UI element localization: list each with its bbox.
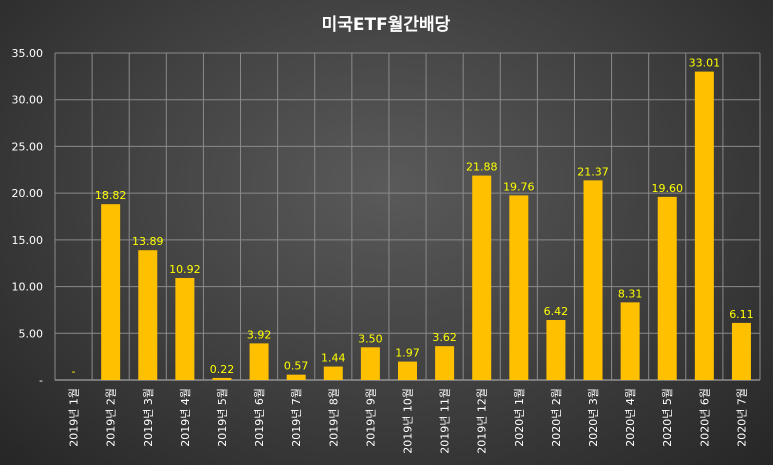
data-label: 18.82 [95, 189, 127, 202]
x-tick-label: 2019년 10월 [402, 388, 415, 454]
x-tick-label: 2019년 5월 [216, 388, 229, 447]
x-tick-label: 2020년 7월 [735, 388, 748, 447]
data-label: 3.62 [432, 331, 457, 344]
chart-title: 미국ETF월간배당 [322, 15, 451, 35]
x-tick-label: 2019년 9월 [364, 388, 377, 447]
bar [694, 71, 714, 380]
data-label: 6.11 [729, 308, 754, 321]
y-tick-label: 5.00 [19, 327, 44, 340]
bar [620, 302, 640, 380]
data-label: - [72, 365, 76, 378]
data-label: 1.44 [321, 352, 346, 365]
y-tick-label: - [39, 374, 43, 387]
bar [546, 320, 566, 380]
data-label: 19.60 [651, 182, 683, 195]
x-tick-label: 2020년 5월 [661, 388, 674, 447]
data-label: 0.22 [210, 363, 235, 376]
bar [101, 204, 121, 380]
data-label: 6.42 [544, 305, 569, 318]
data-label: 19.76 [503, 180, 535, 193]
x-tick-label: 2019년 2월 [105, 388, 118, 447]
x-tick-label: 2019년 6월 [253, 388, 266, 447]
bar [323, 366, 343, 380]
y-tick-label: 20.00 [12, 187, 44, 200]
bar [175, 277, 195, 380]
x-tick-label: 2020년 4월 [624, 388, 637, 447]
bar [138, 250, 158, 380]
x-tick-label: 2019년 1월 [68, 388, 81, 447]
data-label: 3.92 [247, 328, 272, 341]
data-label: 21.88 [466, 161, 498, 174]
bar [360, 347, 380, 380]
bar [472, 175, 492, 380]
bar [286, 374, 306, 380]
bar [435, 346, 455, 380]
data-label: 33.01 [689, 57, 721, 70]
x-tick-label: 2019년 7월 [290, 388, 303, 447]
data-label: 13.89 [132, 235, 164, 248]
x-tick-label: 2020년 1월 [513, 388, 526, 447]
y-tick-label: 10.00 [12, 281, 44, 294]
data-label: 0.57 [284, 360, 309, 373]
y-tick-label: 30.00 [12, 94, 44, 107]
x-tick-label: 2020년 3월 [587, 388, 600, 447]
data-label: 3.50 [358, 332, 383, 345]
x-tick-label: 2020년 2월 [550, 388, 563, 447]
x-tick-label: 2019년 8월 [327, 388, 340, 447]
data-label: 1.97 [395, 347, 420, 360]
y-tick-label: 25.00 [12, 140, 44, 153]
x-axis-ticks: 2019년 1월 2019년 2월 2019년 3월 2019년 4월 2019년 5월… [68, 388, 749, 454]
bar [398, 361, 417, 380]
x-tick-label: 2019년 11월 [439, 388, 452, 454]
y-axis-ticks: - 5.00 10.00 15.00 20.00 25.00 30.00 35.00 [12, 47, 44, 387]
x-tick-label: 2019년 4월 [179, 388, 192, 447]
bar [731, 322, 751, 380]
y-tick-label: 35.00 [12, 47, 44, 60]
data-label: 8.31 [618, 287, 643, 300]
x-tick-label: 2020년 6월 [698, 388, 711, 447]
bar [583, 180, 603, 380]
y-tick-label: 15.00 [12, 234, 44, 247]
data-labels: - 18.82 13.89 10.92 0.22 3.92 0.57 1.44 3.50 1.97… [72, 57, 754, 378]
data-label: 21.37 [577, 165, 609, 178]
bars [101, 71, 751, 380]
x-tick-label: 2019년 3월 [142, 388, 155, 447]
bar [212, 377, 232, 380]
gridlines [54, 52, 761, 381]
bar [509, 195, 529, 380]
data-label: 10.92 [169, 263, 201, 276]
x-tick-label: 2019년 12월 [476, 388, 489, 454]
bar [249, 343, 269, 380]
bar [657, 196, 677, 380]
